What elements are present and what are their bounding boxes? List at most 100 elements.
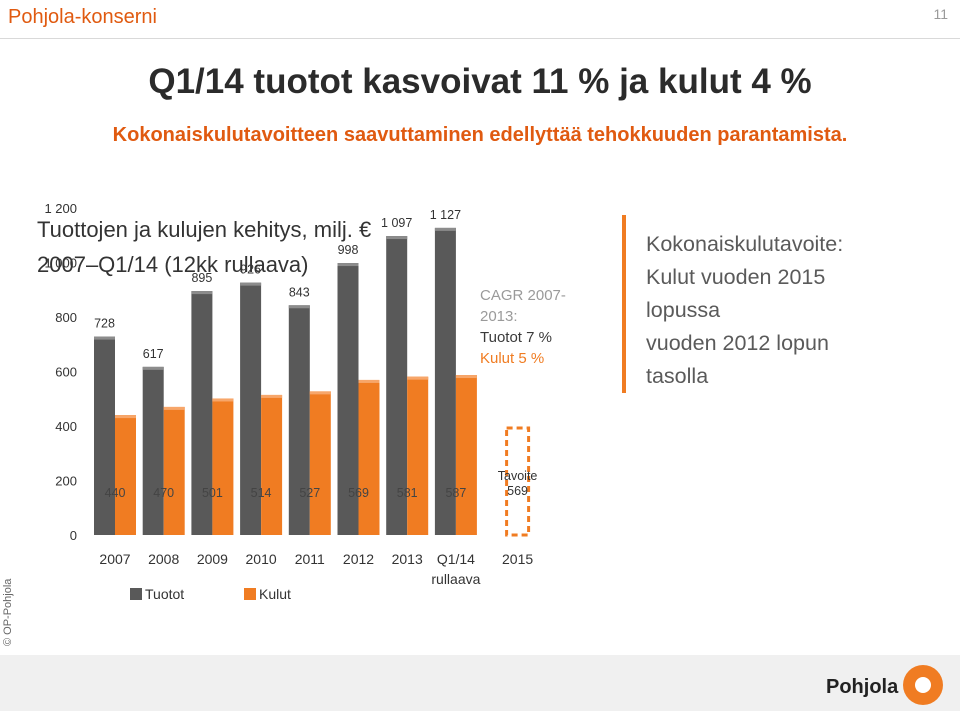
kulut-data-label: 587 [445,486,466,500]
kulut-bar-cap [309,391,331,395]
kulut-bar [212,398,234,535]
target-value-label: 569 [507,484,528,498]
legend: Tuotot Kulut [130,586,291,602]
y-tick-label: 1 200 [44,201,77,216]
x-tick-label: Q1/14 [437,551,475,567]
legend-label-kulut: Kulut [259,586,291,602]
cagr-line1: CAGR 2007- [480,287,566,304]
kulut-bar-cap [407,376,429,380]
tuotot-bar-cap [94,336,115,340]
x-tick-label: 2012 [343,551,374,567]
target-line1: Kokonaiskulutavoite: [646,232,844,256]
kulut-data-label: 440 [105,486,126,500]
y-tick-label: 0 [70,528,77,543]
target-text: Kokonaiskulutavoite: Kulut vuoden 2015 l… [646,228,843,393]
x-tick-label: 2010 [246,551,277,567]
tuotot-bar [337,263,359,535]
target-line5: tasolla [646,364,709,388]
kulut-bar [261,394,283,535]
cagr-kulut: Kulut 5 % [480,350,545,367]
kulut-bar-cap [261,394,283,398]
kulut-bar [163,406,185,535]
tuotot-bar [191,291,213,535]
kulut-data-label: 581 [397,486,418,500]
target-line4: vuoden 2012 lopun [646,331,829,355]
tuotot-data-label: 895 [191,271,212,285]
x-tick-label: rullaava [431,571,480,587]
tuotot-data-label: 1 127 [430,208,461,222]
target-box-border [622,215,906,393]
kulut-bar-cap [358,379,380,383]
footer-logo-text: Pohjola [826,676,899,698]
tuotot-data-label: 843 [289,285,310,299]
tuotot-data-label: 728 [94,317,115,331]
tuotot-bar-cap [142,366,164,370]
cagr-tuotot: Tuotot 7 % [480,329,552,346]
x-tick-label: 2008 [148,551,179,567]
y-axis: 0 200 400 600 800 1 000 1 200 [44,201,77,543]
legend-label-tuotot: Tuotot [145,586,184,602]
x-axis: 2007 2008 2009 2010 2011 2012 2013 Q1/14 rullaav… [99,551,533,587]
y-tick-label: 1 000 [44,256,77,271]
kulut-bar-cap [212,398,234,402]
tuotot-bar-cap [191,291,213,295]
pohjola-logo-icon [903,665,943,705]
cagr-box: CAGR 2007- 2013: Tuotot 7 % Kulut 5 % [480,285,566,369]
tuotot-bar [142,366,164,535]
tuotot-bar-cap [434,227,456,231]
page-subtitle: Kokonaiskulutavoitteen saavuttaminen ede… [112,124,848,146]
kulut-bar [455,375,477,535]
copyright: © OP-Pohjola [2,578,14,646]
x-tick-label: 2011 [295,551,325,567]
kulut-bar [115,415,136,535]
y-tick-label: 600 [55,365,77,380]
tuotot-bar [94,336,115,535]
kulut-bar-cap [115,415,136,419]
target-bar [505,426,531,537]
kulut-bar [309,391,331,535]
tuotot-bar-cap [288,305,310,309]
y-tick-label: 400 [55,419,77,434]
tuotot-bar-cap [240,282,262,286]
kulut-data-label: 569 [348,486,369,500]
x-tick-label: 2009 [197,551,228,567]
tuotot-data-label: 1 097 [381,216,412,230]
tuotot-bar [386,236,408,535]
legend-swatch-tuotot [130,588,142,600]
page-number: 11 [933,6,948,22]
tuotot-bar [240,282,262,535]
chart-title: Tuottojen ja kulujen kehitys, milj. € 20… [37,212,371,282]
tuotot-data-label: 998 [338,243,359,257]
x-tick-label: 2013 [392,551,423,567]
target-line3: lopussa [646,298,721,322]
top-bar: Pohjola-konserni 11 [0,0,960,39]
target-label: Tavoite [498,469,538,483]
kulut-data-label: 501 [202,486,223,500]
chart-title-line1: Tuottojen ja kulujen kehitys, milj. € [37,217,372,242]
kulut-data-label: 470 [153,486,174,500]
x-tick-label: 2015 [502,551,533,567]
kulut-bar-cap [163,406,185,410]
y-tick-label: 800 [55,310,77,325]
kulut-data-label: 527 [299,486,320,500]
tuotot-data-label: 617 [143,347,164,361]
legend-swatch-kulut [244,588,256,600]
footer-bar [0,655,960,711]
tuotot-bar-cap [386,236,408,240]
tuotot-bar [434,227,456,535]
bars: 728 617 895 926 843 998 1 097 1 127 440 470 501 514… [94,208,538,537]
chart-title-line2: 2007–Q1/14 (12kk rullaava) [37,252,309,278]
tuotot-bar [288,305,310,535]
kulut-data-label: 514 [251,486,272,500]
tuotot-bar-cap [337,263,359,267]
target-line2: Kulut vuoden 2015 [646,265,826,289]
kulut-bar [358,379,380,535]
x-tick-label: 2007 [99,551,130,567]
kulut-bar [407,376,429,535]
brand-name: Pohjola-konserni [8,6,157,28]
kulut-bar-cap [455,375,477,379]
cagr-line2: 2013: [480,308,518,325]
tuotot-data-label: 926 [240,263,261,277]
y-tick-label: 200 [55,474,77,489]
